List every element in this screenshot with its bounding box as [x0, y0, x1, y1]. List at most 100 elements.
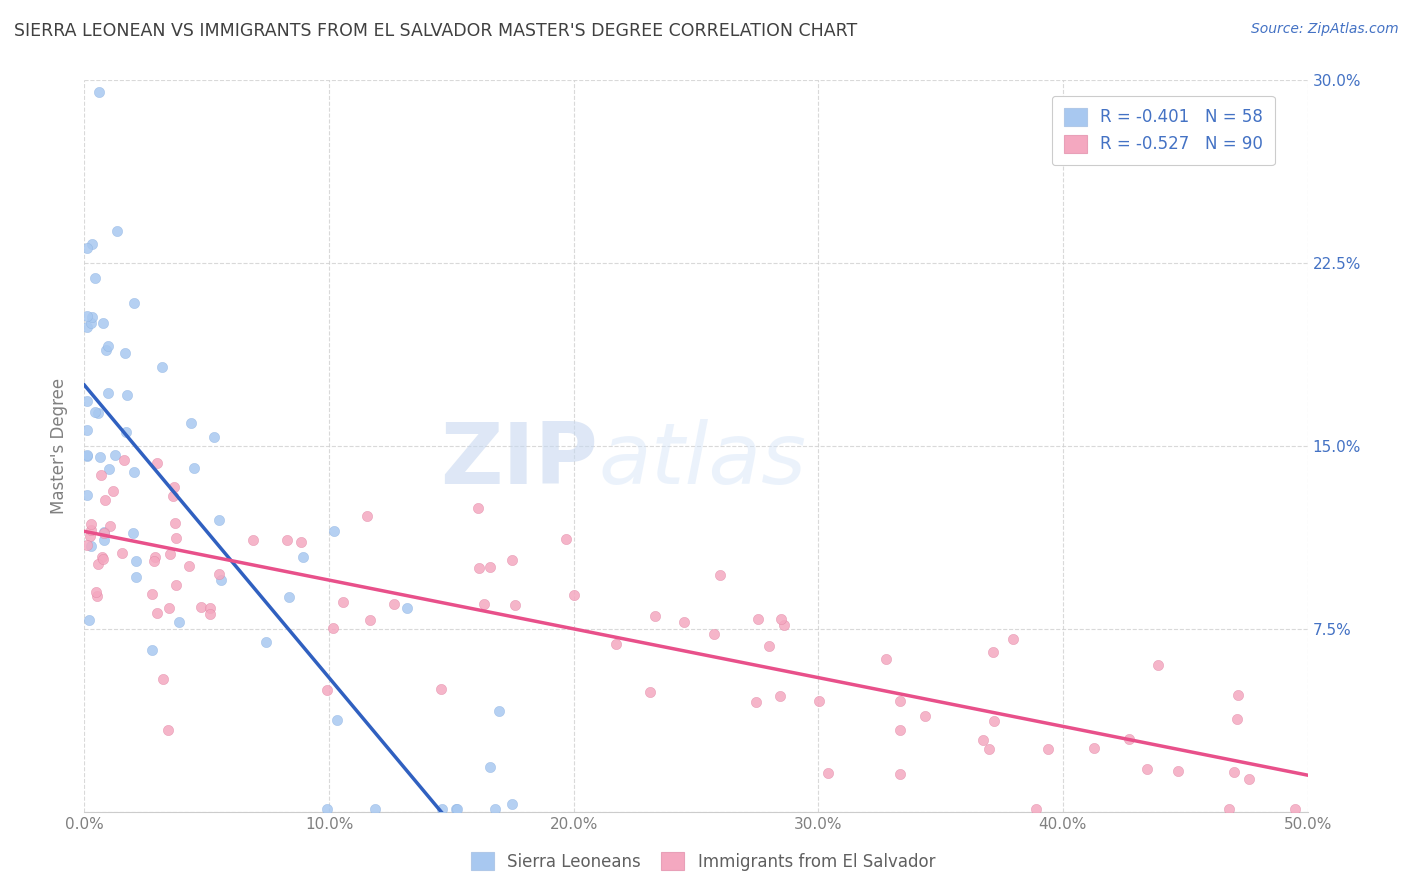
Text: SIERRA LEONEAN VS IMMIGRANTS FROM EL SALVADOR MASTER'S DEGREE CORRELATION CHART: SIERRA LEONEAN VS IMMIGRANTS FROM EL SAL…	[14, 22, 858, 40]
Point	[638, 685, 661, 699]
Legend: R = -0.401   N = 58, R = -0.527   N = 90: R = -0.401 N = 58, R = -0.527 N = 90	[1052, 96, 1275, 165]
Point	[97, 386, 120, 401]
Point	[124, 570, 146, 584]
Point	[291, 550, 314, 565]
Point	[76, 393, 98, 408]
Point	[79, 529, 101, 543]
Point	[87, 557, 110, 571]
Point	[555, 533, 578, 547]
Point	[1136, 762, 1159, 776]
Point	[76, 320, 98, 334]
Point	[157, 601, 180, 615]
Point	[146, 606, 169, 620]
Point	[101, 483, 124, 498]
Point	[315, 683, 337, 698]
Point	[478, 760, 501, 774]
Point	[93, 524, 115, 539]
Point	[143, 549, 166, 564]
Point	[114, 346, 136, 360]
Point	[159, 547, 181, 561]
Point	[472, 597, 495, 611]
Point	[97, 462, 120, 476]
Point	[198, 601, 221, 615]
Point	[122, 465, 145, 479]
Point	[162, 480, 184, 494]
Point	[87, 406, 110, 420]
Point	[972, 732, 994, 747]
Point	[484, 802, 506, 816]
Point	[198, 607, 221, 622]
Point	[488, 704, 510, 718]
Point	[104, 449, 127, 463]
Point	[163, 516, 186, 530]
Point	[356, 509, 378, 524]
Point	[562, 588, 585, 602]
Point	[80, 316, 103, 330]
Point	[605, 637, 627, 651]
Point	[1002, 632, 1025, 646]
Point	[167, 615, 190, 629]
Point	[446, 802, 468, 816]
Text: ZIP: ZIP	[440, 419, 598, 502]
Point	[1226, 712, 1249, 726]
Point	[157, 723, 180, 738]
Point	[97, 339, 120, 353]
Point	[290, 535, 312, 549]
Point	[150, 360, 173, 375]
Point	[359, 613, 381, 627]
Point	[914, 708, 936, 723]
Point	[111, 546, 134, 560]
Point	[1226, 689, 1249, 703]
Point	[429, 681, 451, 696]
Point	[444, 802, 467, 816]
Point	[179, 558, 201, 573]
Point	[322, 622, 344, 636]
Point	[1284, 802, 1306, 816]
Point	[121, 525, 143, 540]
Point	[152, 672, 174, 686]
Point	[76, 241, 98, 255]
Point	[430, 802, 453, 816]
Point	[165, 578, 187, 592]
Point	[807, 694, 830, 708]
Point	[817, 766, 839, 780]
Point	[875, 652, 897, 666]
Point	[76, 449, 98, 463]
Point	[202, 430, 225, 444]
Point	[76, 309, 98, 323]
Point	[166, 532, 188, 546]
Point	[316, 802, 339, 816]
Point	[1237, 772, 1260, 787]
Point	[76, 538, 98, 552]
Point	[183, 461, 205, 475]
Point	[96, 343, 118, 357]
Point	[77, 613, 100, 627]
Point	[501, 553, 523, 567]
Point	[94, 493, 117, 508]
Point	[86, 589, 108, 603]
Point	[1147, 658, 1170, 673]
Point	[180, 416, 202, 430]
Point	[1223, 764, 1246, 779]
Y-axis label: Master's Degree: Master's Degree	[51, 378, 69, 514]
Point	[745, 695, 768, 709]
Point	[208, 567, 231, 582]
Point	[501, 797, 523, 811]
Point	[82, 310, 104, 324]
Point	[758, 639, 780, 653]
Point	[80, 539, 103, 553]
Point	[773, 618, 796, 632]
Point	[503, 598, 526, 612]
Point	[141, 586, 163, 600]
Point	[983, 714, 1005, 729]
Point	[80, 523, 103, 537]
Point	[208, 513, 231, 527]
Point	[146, 456, 169, 470]
Point	[709, 568, 731, 582]
Point	[395, 600, 418, 615]
Point	[89, 86, 111, 100]
Point	[93, 526, 115, 541]
Point	[889, 694, 911, 708]
Point	[326, 713, 349, 727]
Point	[1024, 802, 1046, 816]
